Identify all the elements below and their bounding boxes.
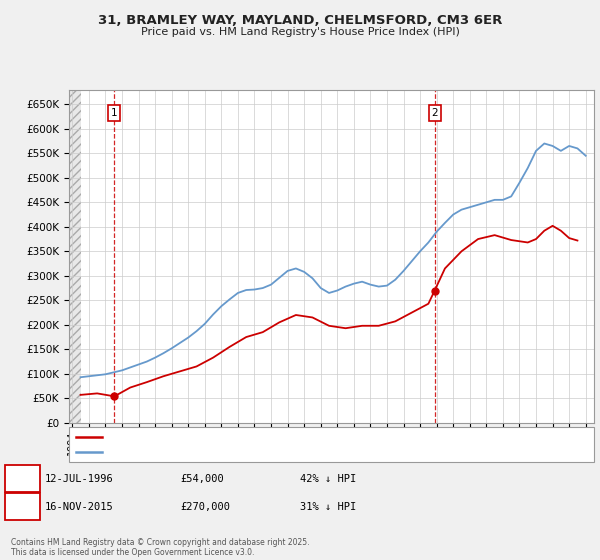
Text: 2: 2	[431, 108, 438, 118]
Text: HPI: Average price, detached house, Maldon: HPI: Average price, detached house, Mald…	[108, 447, 325, 458]
Text: 31, BRAMLEY WAY, MAYLAND, CHELMSFORD, CM3 6ER: 31, BRAMLEY WAY, MAYLAND, CHELMSFORD, CM…	[98, 14, 502, 27]
Text: Price paid vs. HM Land Registry's House Price Index (HPI): Price paid vs. HM Land Registry's House …	[140, 27, 460, 37]
Bar	[69, 90, 80, 423]
Text: 1: 1	[19, 474, 26, 484]
Text: 31% ↓ HPI: 31% ↓ HPI	[300, 502, 356, 512]
Text: 16-NOV-2015: 16-NOV-2015	[45, 502, 114, 512]
Text: Contains HM Land Registry data © Crown copyright and database right 2025.
This d: Contains HM Land Registry data © Crown c…	[11, 538, 310, 557]
Text: 2: 2	[19, 502, 26, 512]
Text: 42% ↓ HPI: 42% ↓ HPI	[300, 474, 356, 484]
Text: 31, BRAMLEY WAY, MAYLAND, CHELMSFORD, CM3 6ER (detached house): 31, BRAMLEY WAY, MAYLAND, CHELMSFORD, CM…	[108, 432, 464, 442]
Text: 1: 1	[111, 108, 118, 118]
Text: £54,000: £54,000	[180, 474, 224, 484]
Text: 12-JUL-1996: 12-JUL-1996	[45, 474, 114, 484]
Text: £270,000: £270,000	[180, 502, 230, 512]
